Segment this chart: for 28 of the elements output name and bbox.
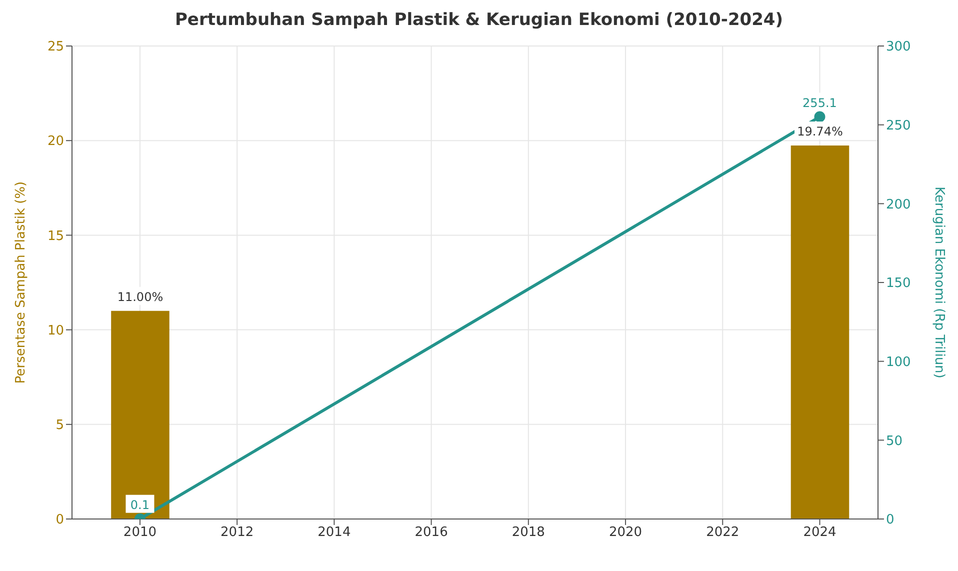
x-tick-label: 2010: [123, 525, 157, 540]
y2-axis-title: Kerugian Ekonomi (Rp Triliun): [931, 186, 946, 378]
y2-tick-label: 150: [886, 276, 911, 292]
chart-title: Pertumbuhan Sampah Plastik & Kerugian Ekonomi (2010-2024): [174, 9, 784, 32]
y2-tick-label: 50: [886, 434, 903, 449]
y2-tick-label: 0: [886, 512, 894, 528]
x-tick-label: 2014: [318, 525, 351, 540]
y-tick-label: 0: [56, 512, 64, 528]
y-tick-label: 20: [47, 134, 64, 150]
y-tick-label: 15: [47, 228, 64, 244]
y-tick-label: 10: [47, 323, 64, 338]
data-label: 0.1: [130, 498, 150, 512]
data-label: 11.00%: [117, 290, 164, 304]
x-tick-label: 2012: [220, 525, 254, 540]
y2-tick-label: 250: [886, 118, 911, 134]
y-tick-label: 25: [47, 40, 64, 55]
x-tick-label: 2016: [414, 525, 448, 540]
x-tick-label: 2020: [608, 525, 642, 540]
x-tick-label: 2018: [512, 525, 545, 540]
y-tick-label: 5: [56, 418, 64, 434]
y2-tick-label: 100: [886, 354, 911, 370]
x-tick-label: 2022: [706, 525, 740, 540]
x-tick-label: 2024: [803, 525, 836, 540]
data-label: 19.74%: [797, 124, 843, 139]
data-label: 255.1: [802, 96, 837, 110]
y2-tick-label: 200: [886, 197, 911, 212]
y-axis-title: Persentase Sampah Plastik (%): [14, 181, 29, 384]
y2-tick-label: 300: [886, 40, 911, 55]
